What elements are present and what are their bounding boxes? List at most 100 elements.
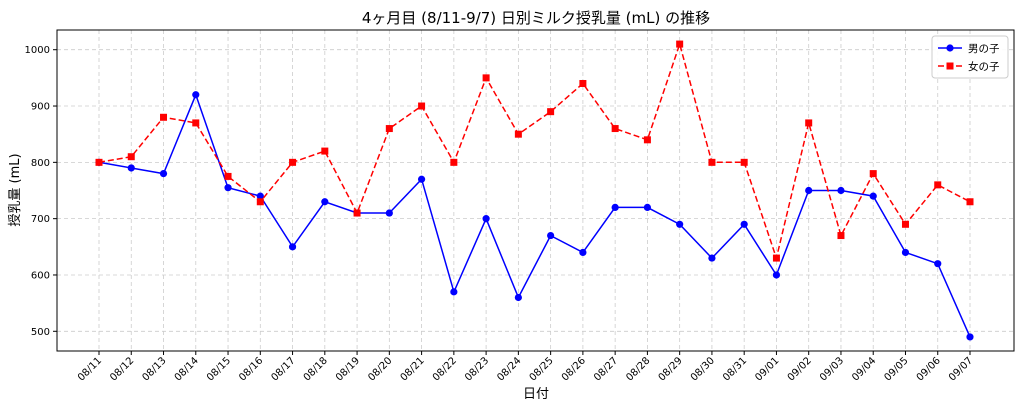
data-point-square — [353, 209, 361, 217]
data-point-square — [418, 102, 426, 110]
x-tick-label: 08/31 — [721, 355, 749, 383]
data-point-square — [450, 158, 458, 166]
data-point-square — [772, 254, 780, 262]
data-point-square — [321, 147, 329, 155]
data-point-circle — [772, 271, 781, 279]
grid — [57, 30, 1014, 351]
data-point-square — [192, 119, 200, 127]
series-layer — [95, 40, 974, 341]
data-point-square — [643, 136, 651, 144]
data-point-square — [482, 74, 490, 82]
data-point-circle — [547, 231, 555, 240]
data-point-circle — [643, 203, 652, 211]
data-point-square — [579, 80, 587, 87]
y-axis-label: 授乳量 (mL) — [8, 153, 23, 226]
data-point-circle — [901, 248, 910, 257]
legend-marker-circle — [946, 44, 954, 52]
x-tick-label: 09/04 — [850, 355, 878, 383]
y-tick-label: 500 — [31, 327, 50, 338]
plot-area-frame — [56, 29, 1015, 352]
y-tick-label: 1000 — [25, 45, 50, 56]
data-point-square — [966, 198, 974, 206]
data-point-square — [901, 220, 909, 228]
y-axis: 500 600 700 800 900 1000 — [25, 45, 57, 338]
data-point-square — [708, 158, 716, 166]
data-point-circle — [385, 209, 393, 217]
data-point-circle — [288, 243, 297, 251]
data-point-circle — [805, 186, 813, 195]
data-point-circle — [192, 91, 200, 99]
x-axis: 08/11 08/12 08/13 08/14 08/15 08/16 08/17 08/18… — [76, 351, 975, 384]
data-point-circle — [579, 248, 587, 257]
data-point-square — [95, 158, 103, 166]
x-tick-label: 08/16 — [237, 355, 265, 383]
data-point-circle — [450, 288, 458, 296]
data-point-circle — [676, 220, 684, 228]
data-point-square — [160, 113, 168, 121]
chart-title: 4ヶ月目 (8/11-9/7) 日別ミルク授乳量 (mL) の推移 — [362, 9, 710, 27]
data-point-square — [385, 125, 393, 133]
data-point-circle — [611, 203, 619, 211]
data-point-circle — [417, 175, 426, 183]
data-point-square — [127, 153, 135, 161]
y-tick-label: 700 — [31, 214, 50, 225]
x-tick-label: 08/14 — [173, 355, 201, 383]
data-point-square — [611, 125, 619, 133]
x-tick-label: 08/29 — [657, 355, 685, 383]
x-tick-label: 08/30 — [689, 355, 717, 383]
data-point-square — [514, 130, 522, 138]
data-point-square — [289, 158, 297, 166]
x-tick-label: 08/12 — [108, 355, 136, 383]
data-point-circle — [966, 333, 974, 341]
data-point-square — [676, 40, 684, 48]
x-tick-label: 09/02 — [786, 355, 814, 383]
legend-label-2: 女の子 — [968, 60, 1000, 73]
x-tick-label: 09/06 — [915, 355, 943, 383]
x-tick-label: 09/01 — [753, 355, 781, 383]
x-tick-label: 08/26 — [560, 355, 588, 383]
series-line-2 — [98, 41, 971, 261]
data-point-circle — [740, 220, 748, 228]
data-point-circle — [708, 254, 716, 262]
x-tick-label: 08/19 — [334, 355, 362, 383]
x-tick-label: 09/05 — [882, 355, 910, 383]
legend-marker-square — [946, 62, 954, 70]
data-point-square — [547, 108, 555, 116]
y-tick-label: 900 — [31, 102, 50, 113]
data-point-circle — [869, 192, 877, 200]
x-tick-label: 08/24 — [495, 355, 523, 383]
x-tick-label: 08/21 — [399, 355, 427, 383]
y-tick-label: 800 — [31, 158, 50, 169]
data-point-square — [740, 158, 748, 166]
legend-label-1: 男の子 — [968, 43, 1000, 55]
data-point-circle — [837, 186, 845, 195]
y-tick-label: 600 — [31, 270, 50, 281]
data-point-square — [837, 232, 845, 240]
data-point-square — [224, 172, 232, 180]
x-tick-label: 09/07 — [947, 355, 975, 383]
series-line-1 — [98, 92, 971, 338]
data-point-square — [256, 198, 264, 206]
x-tick-label: 09/03 — [818, 355, 846, 383]
data-point-square — [934, 181, 942, 189]
data-point-circle — [934, 260, 942, 268]
data-point-circle — [514, 293, 522, 302]
x-tick-label: 08/20 — [366, 355, 394, 383]
x-tick-label: 08/15 — [205, 355, 233, 383]
data-point-circle — [224, 184, 232, 192]
x-tick-label: 08/13 — [140, 355, 168, 383]
data-point-circle — [321, 198, 329, 206]
data-point-circle — [159, 170, 168, 178]
x-tick-label: 08/17 — [270, 355, 298, 383]
x-tick-label: 08/18 — [302, 355, 330, 383]
data-point-circle — [256, 192, 264, 200]
data-point-circle — [482, 215, 490, 223]
x-tick-label: 08/11 — [76, 355, 104, 383]
x-tick-label: 08/23 — [463, 355, 491, 383]
data-point-square — [869, 170, 877, 178]
x-tick-label: 08/25 — [528, 355, 556, 383]
x-tick-label: 08/28 — [624, 355, 652, 383]
x-tick-label: 08/22 — [431, 355, 459, 383]
